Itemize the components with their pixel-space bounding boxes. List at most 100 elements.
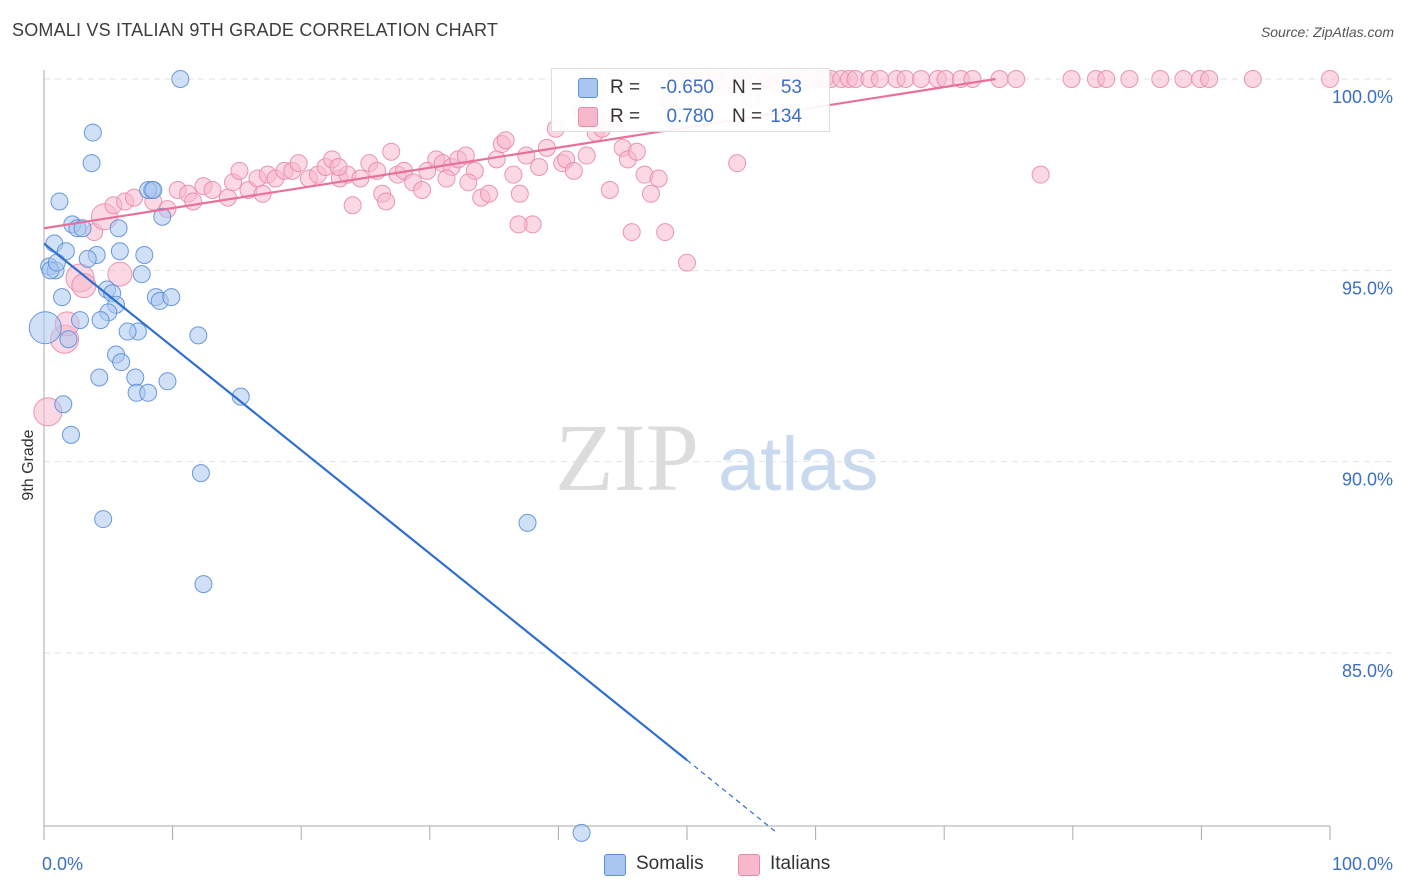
italian-point [1120, 70, 1139, 88]
n-label: N = [732, 106, 763, 127]
legend-label-italians: Italians [770, 853, 831, 874]
somali-point [109, 219, 128, 238]
italian-swatch [578, 107, 598, 127]
italian-point [487, 150, 506, 169]
italian-point [1243, 70, 1262, 88]
italian-point [510, 184, 529, 203]
italian-point [479, 184, 498, 203]
italian-point [329, 158, 348, 177]
somali-point [132, 265, 151, 284]
somali-point [194, 575, 213, 594]
watermark-atlas: atlas [718, 422, 879, 507]
italian-point [1007, 70, 1026, 88]
italian-point [530, 158, 549, 177]
italian-point [649, 169, 668, 188]
italian-point [641, 184, 660, 203]
somali-point [153, 207, 172, 226]
somali-point [71, 311, 90, 330]
n-value: 53 [780, 77, 802, 98]
r-label: R = [610, 106, 641, 127]
somali-point [118, 322, 137, 341]
somali-point [82, 154, 101, 173]
italian-point [728, 154, 747, 173]
italian-point [896, 70, 915, 88]
y-axis-label: 9th Grade [20, 429, 37, 500]
italian-point [1200, 70, 1219, 88]
somali-point [162, 288, 181, 307]
somali-trend-extension [686, 759, 778, 834]
italian-point [963, 70, 982, 88]
trend-lines [43, 77, 996, 834]
italian-point [912, 70, 931, 88]
italian-trend-line [43, 77, 996, 230]
gridlines [44, 78, 1395, 654]
italian-point [509, 215, 528, 234]
chart-title: SOMALI VS ITALIAN 9TH GRADE CORRELATION … [12, 20, 499, 40]
tick-labels: 85.0% 90.0% 95.0% 100.0% 0.0% 100.0% [42, 87, 1393, 874]
somali-point [94, 510, 113, 529]
somali-point [28, 311, 62, 345]
legend-row-italians: R = 0.780 N = 134 [552, 100, 829, 130]
somali-point [59, 330, 78, 349]
italian-point [564, 161, 583, 180]
somali-points [28, 70, 591, 842]
italian-point [627, 142, 646, 161]
somali-point [50, 192, 69, 211]
italian-point [1151, 70, 1170, 88]
somali-point [518, 513, 537, 532]
italian-point [622, 223, 641, 242]
somali-point [62, 425, 81, 444]
italian-point [459, 173, 478, 192]
legend-row-somalis: R = -0.650 N = 53 [552, 71, 829, 101]
axes [43, 70, 1331, 840]
somali-point [135, 246, 154, 265]
y-tick-label: 100.0% [1332, 87, 1393, 107]
italian-point [107, 261, 133, 287]
italian-point [413, 180, 432, 199]
watermark: ZIP atlas [555, 404, 879, 511]
somali-point [54, 395, 73, 414]
somali-swatch [604, 854, 626, 876]
watermark-zip: ZIP [555, 404, 699, 511]
italian-point [289, 154, 308, 173]
italian-point [456, 146, 475, 165]
x-tick-label: 0.0% [42, 854, 83, 874]
somali-point [47, 253, 66, 272]
italian-point [203, 180, 222, 199]
italian-point [1321, 70, 1339, 88]
italian-point [1062, 70, 1081, 88]
r-value: -0.650 [660, 77, 714, 98]
somali-point [191, 464, 210, 483]
somali-point [53, 288, 72, 307]
n-value: 134 [770, 106, 802, 127]
italian-point [1174, 70, 1193, 88]
somali-point [90, 368, 109, 387]
y-tick-label: 85.0% [1342, 661, 1393, 681]
correlation-legend: R = -0.650 N = 53 R = 0.780 N = 134 [551, 68, 830, 132]
somali-point [78, 249, 97, 268]
somali-point [144, 180, 163, 199]
somali-point [189, 326, 208, 345]
italian-point [1097, 70, 1116, 88]
italian-swatch [738, 854, 760, 876]
italian-point [504, 165, 523, 184]
italian-point [656, 223, 675, 242]
y-tick-label: 95.0% [1342, 278, 1393, 298]
somali-point [139, 383, 158, 402]
italian-point [870, 70, 889, 88]
italian-point [382, 142, 401, 161]
somali-point [83, 123, 102, 142]
somali-point [158, 372, 177, 391]
y-tick-label: 90.0% [1342, 470, 1393, 490]
italian-point [577, 146, 596, 165]
italian-point [496, 131, 515, 150]
italian-point [343, 196, 362, 215]
italian-point [125, 188, 144, 207]
somali-point [112, 353, 131, 372]
somali-swatch [578, 78, 598, 98]
italian-point [230, 161, 249, 180]
series-legend: Somalis Italians [0, 852, 1406, 878]
legend-label-somalis: Somalis [636, 853, 704, 874]
source-credit: Source: ZipAtlas.com [1260, 24, 1394, 40]
